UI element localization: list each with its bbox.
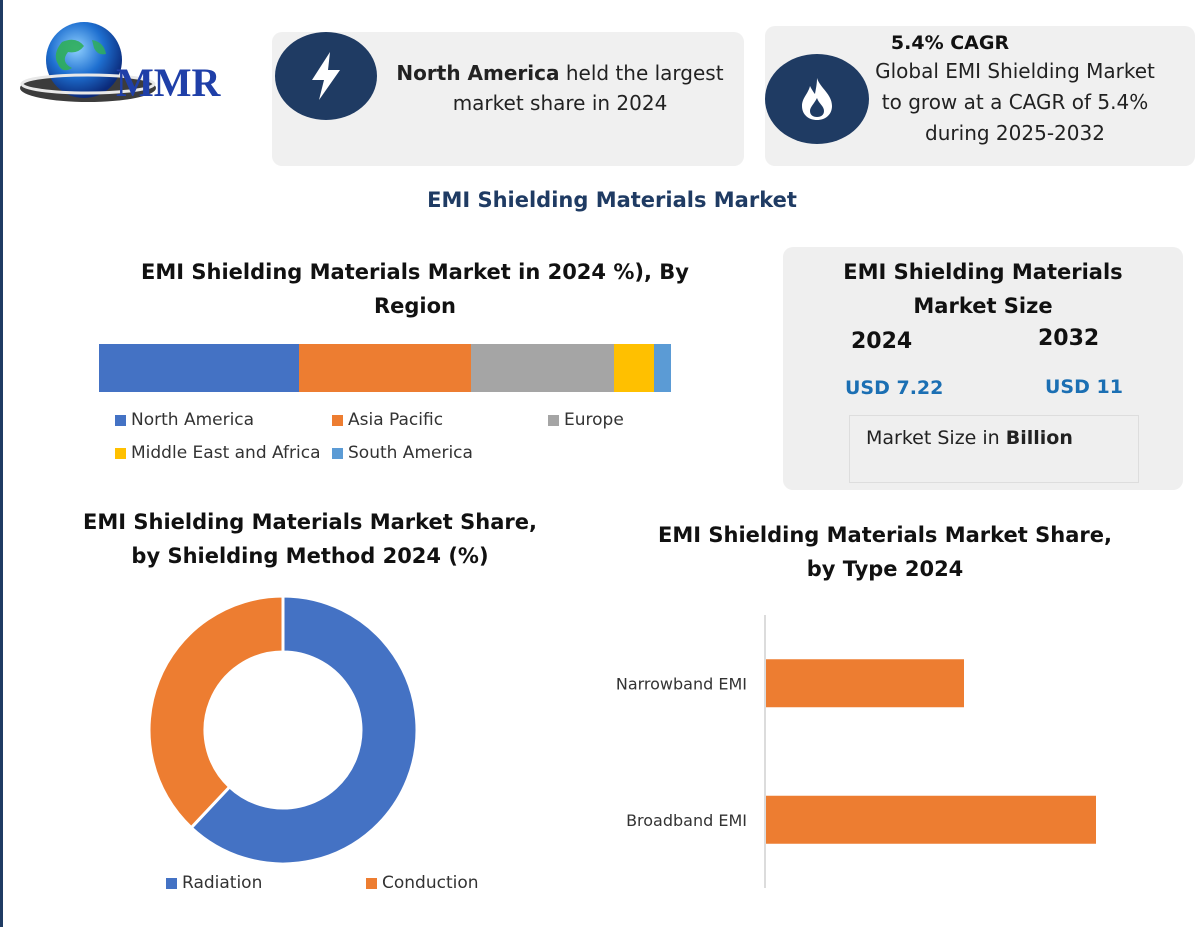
- highlight-line2: market share in 2024: [452, 91, 668, 115]
- market-size-title: EMI Shielding Materials Market Size: [803, 255, 1163, 323]
- region-stacked-bar: [99, 344, 671, 392]
- legend-label: Asia Pacific: [348, 410, 444, 430]
- legend-label: Conduction: [382, 873, 479, 893]
- region-segment-asia-pacific: [299, 344, 471, 392]
- legend-item-conduction: Conduction: [366, 873, 479, 893]
- legend-item-radiation: Radiation: [166, 873, 262, 893]
- year-2032: 2032: [1038, 326, 1100, 351]
- shielding-method-donut: [148, 595, 418, 865]
- legend-item-europe: Europe: [548, 410, 624, 430]
- year-2024: 2024: [851, 329, 913, 354]
- region-title-line1: EMI Shielding Materials Market in 2024 %…: [141, 260, 689, 284]
- donut-slice-conduction: [148, 595, 285, 830]
- legend-label: Middle East and Africa: [131, 443, 321, 463]
- mmr-logo: MMR: [18, 18, 248, 113]
- highlight-card: North America held the largest market sh…: [272, 32, 744, 166]
- donut-slice-radiation: [189, 595, 418, 865]
- legend-item-asia-pacific: Asia Pacific: [332, 410, 443, 430]
- market-size-card: EMI Shielding Materials Market Size 2024…: [783, 247, 1183, 490]
- highlight-badge: [275, 32, 377, 120]
- value-2032: USD 11: [1045, 376, 1123, 398]
- cagr-title: 5.4% CAGR: [890, 32, 1010, 54]
- globe-logo-icon: MMR: [20, 22, 222, 105]
- unit-note-bold: Billion: [1005, 427, 1073, 449]
- cagr-line3: during 2025-2032: [925, 121, 1105, 145]
- type-chart-title: EMI Shielding Materials Market Share, by…: [640, 518, 1130, 586]
- flame-icon: [802, 78, 832, 120]
- bar-broadband-emi: [766, 795, 1096, 844]
- page-title: EMI Shielding Materials Market: [427, 188, 797, 212]
- region-title-line2: Region: [373, 294, 457, 318]
- region-segment-north-america: [99, 344, 300, 392]
- category-label-narrowband-emi: Narrowband EMI: [616, 674, 747, 693]
- legend-label: North America: [131, 410, 255, 430]
- legend-swatch: [548, 414, 559, 426]
- legend-label: Europe: [564, 410, 624, 430]
- market-size-title-line1: EMI Shielding Materials: [843, 260, 1123, 284]
- logo-text: MMR: [116, 60, 222, 105]
- region-chart-title: EMI Shielding Materials Market in 2024 %…: [100, 255, 730, 323]
- donut-title-line1: EMI Shielding Materials Market Share,: [83, 510, 537, 534]
- market-size-title-line2: Market Size: [913, 294, 1053, 318]
- region-segment-middle-east-and-africa: [613, 344, 654, 392]
- cagr-card: 5.4% CAGR Global EMI Shielding Market to…: [765, 26, 1195, 166]
- legend-swatch: [115, 414, 126, 426]
- lightning-icon: [312, 52, 340, 100]
- type-title-line2: by Type 2024: [806, 557, 964, 581]
- value-2024: USD 7.22: [845, 377, 944, 399]
- legend-swatch: [332, 447, 343, 459]
- market-size-unit-note: Market Size in Billion: [849, 415, 1139, 483]
- cagr-line2: to grow at a CAGR of 5.4%: [881, 90, 1149, 114]
- cagr-badge: [765, 54, 869, 144]
- legend-label: South America: [348, 443, 473, 463]
- legend-item-south-america: South America: [332, 443, 473, 463]
- cagr-text: Global EMI Shielding Market to grow at a…: [860, 56, 1170, 149]
- legend-swatch: [366, 877, 377, 889]
- category-label-broadband-emi: Broadband EMI: [626, 811, 747, 830]
- donut-chart-title: EMI Shielding Materials Market Share, by…: [50, 505, 570, 573]
- unit-note-prefix: Market Size in: [866, 427, 1006, 449]
- legend-item-north-america: North America: [115, 410, 254, 430]
- highlight-bold: North America: [396, 61, 560, 85]
- region-segment-south-america: [653, 344, 671, 392]
- cagr-line1: Global EMI Shielding Market: [875, 59, 1155, 83]
- region-segment-europe: [470, 344, 614, 392]
- donut-title-line2: by Shielding Method 2024 (%): [131, 544, 489, 568]
- legend-label: Radiation: [182, 873, 263, 893]
- legend-swatch: [115, 447, 126, 459]
- left-border: [0, 0, 3, 927]
- type-bar-chart: Narrowband EMI Broadband EMI: [616, 615, 1096, 888]
- type-title-line1: EMI Shielding Materials Market Share,: [658, 523, 1112, 547]
- legend-item-middle-east-and-africa: Middle East and Africa: [115, 443, 321, 463]
- highlight-text: North America held the largest market sh…: [390, 58, 730, 118]
- highlight-line1-rest: held the largest: [559, 61, 724, 85]
- legend-swatch: [332, 414, 343, 426]
- bar-narrowband-emi: [766, 659, 964, 708]
- legend-swatch: [166, 877, 177, 889]
